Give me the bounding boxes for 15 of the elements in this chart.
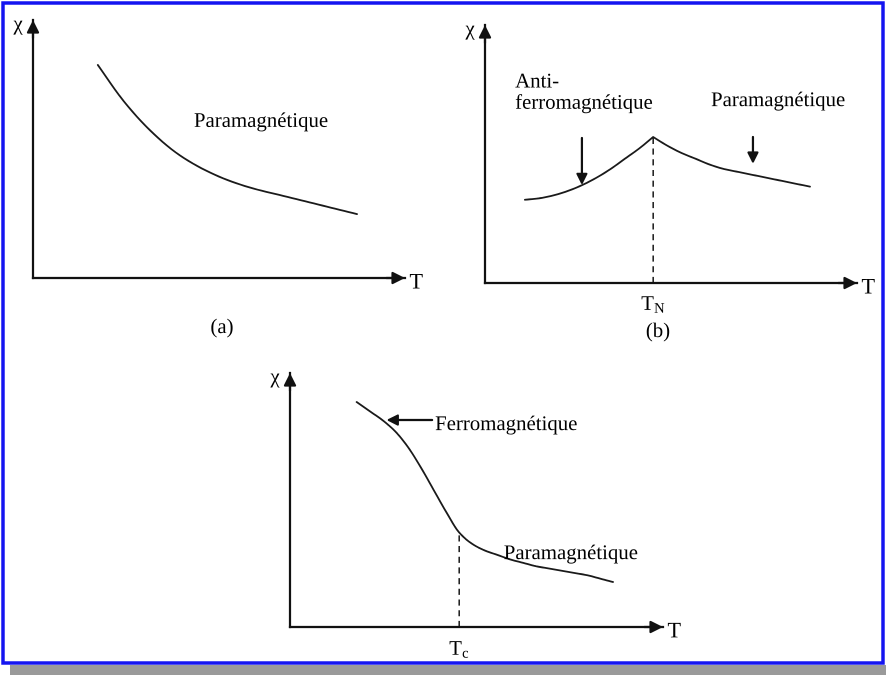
text: (a) [211, 318, 233, 338]
y-axis-title: χ [465, 26, 475, 40]
text: T$_{c}$ [450, 641, 468, 658]
text: Paramagnétique [712, 92, 845, 111]
annotation: Paramagnétique [504, 544, 638, 564]
x-axis-title: T [410, 274, 423, 289]
y-axis-title: χ [270, 374, 280, 388]
text: (b) [646, 322, 670, 342]
text: Anti- ferromagnétique [515, 74, 652, 114]
x-axis-title: T [668, 622, 681, 638]
y-axis-title: χ [13, 20, 23, 35]
text: T$_{N}$ [642, 296, 664, 313]
annotation: Ferromagnétique [436, 416, 577, 435]
annotation: Paramagnétique [194, 112, 328, 132]
x-axis-title: T [862, 278, 875, 294]
